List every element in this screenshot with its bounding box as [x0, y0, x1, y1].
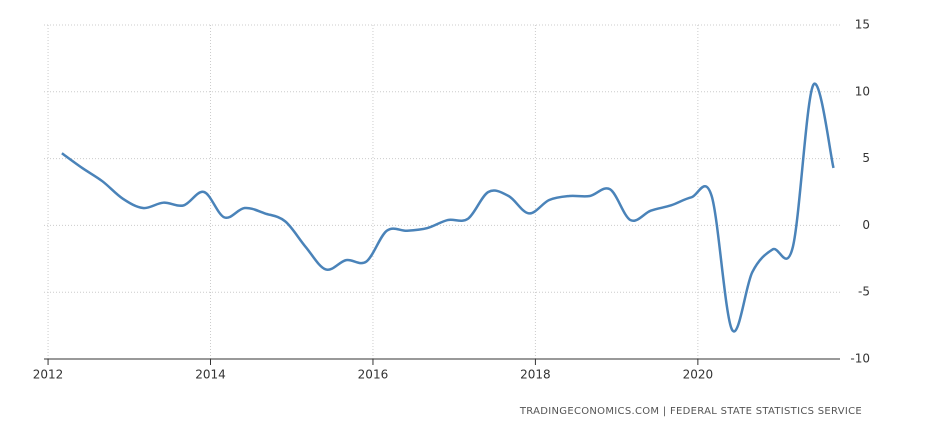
source: TRADINGECONOMICS.COM | FEDERAL STATE STA…	[519, 406, 862, 417]
y-tick-label: -10	[850, 352, 870, 366]
x-tick-label: 2016	[358, 368, 389, 382]
x-tick-label: 2012	[33, 368, 64, 382]
x-tick-label: 2018	[520, 368, 551, 382]
y-tick-label: 10	[855, 84, 870, 98]
x-tick-label: 2020	[683, 368, 714, 382]
y-tick-label: -5	[858, 285, 870, 299]
data-line	[61, 82, 835, 333]
y-tick-label: 0	[862, 218, 870, 232]
y-tick-label: 5	[862, 151, 870, 165]
y-tick-label: 15	[855, 18, 870, 32]
x-tick-label: 2014	[195, 368, 226, 382]
